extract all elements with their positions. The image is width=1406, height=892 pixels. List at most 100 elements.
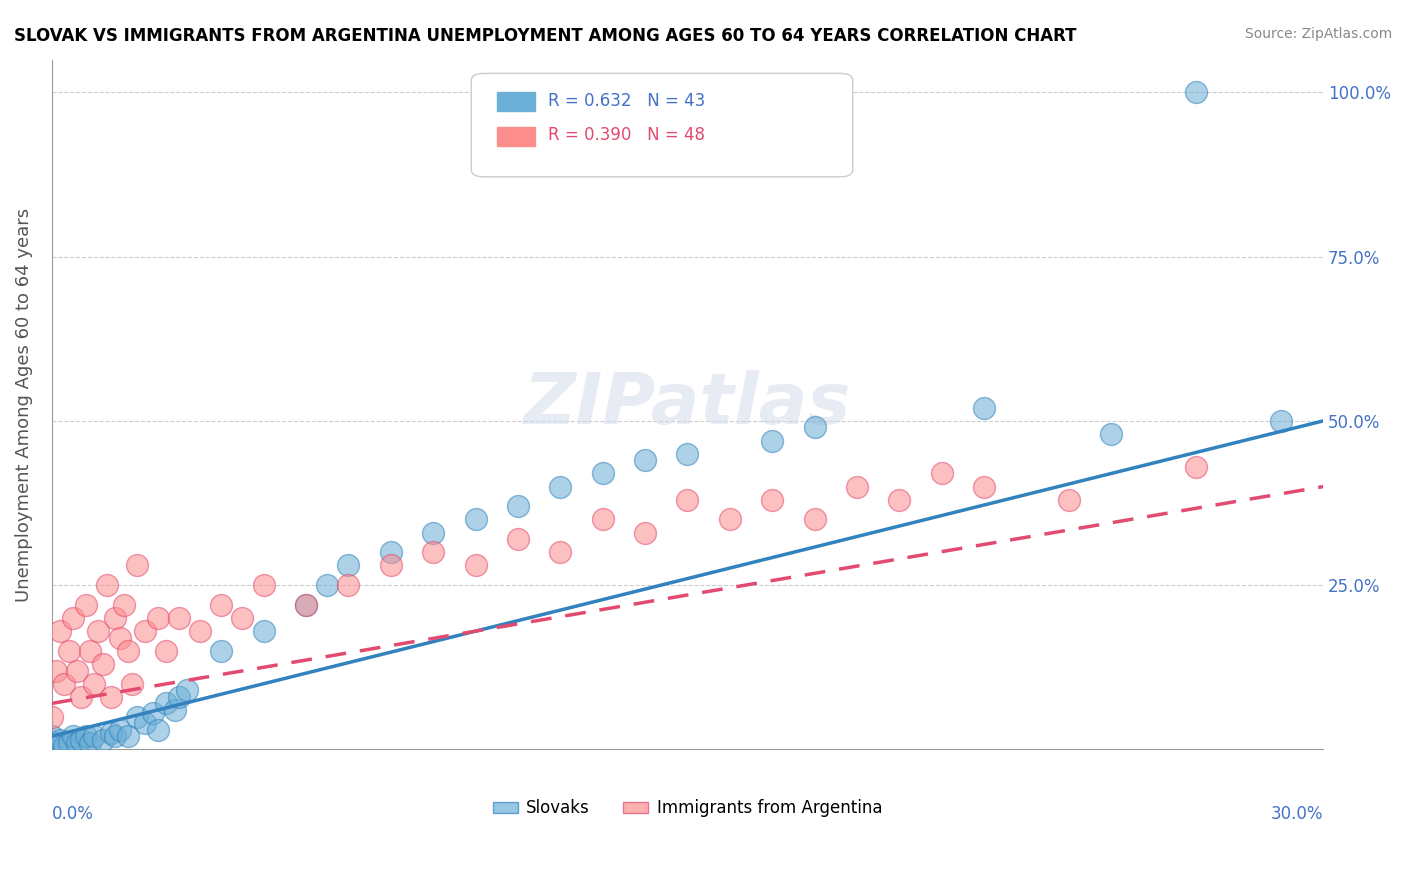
Slovaks [91,732,114,747]
Immigrants from Argentina [155,644,177,658]
Text: R = 0.632   N = 43: R = 0.632 N = 43 [547,92,704,110]
Immigrants from Argentina [889,492,911,507]
Immigrants from Argentina [973,480,995,494]
Slovaks [104,729,127,743]
Immigrants from Argentina [803,512,825,526]
Slovaks [66,736,89,750]
Text: R = 0.390   N = 48: R = 0.390 N = 48 [547,127,704,145]
Slovaks [75,729,97,743]
Immigrants from Argentina [634,525,657,540]
Slovaks [108,723,131,737]
Slovaks [634,453,657,467]
Slovaks [83,729,105,743]
Slovaks [209,644,232,658]
Slovaks [79,736,101,750]
Slovaks [676,447,699,461]
Slovaks [464,512,486,526]
Slovaks [70,732,93,747]
Slovaks [155,697,177,711]
Immigrants from Argentina [91,657,114,671]
Slovaks [380,545,402,559]
Immigrants from Argentina [761,492,783,507]
Immigrants from Argentina [380,558,402,573]
Immigrants from Argentina [253,578,276,592]
Bar [496,127,534,145]
Slovaks [142,706,165,721]
Immigrants from Argentina [1185,459,1208,474]
Immigrants from Argentina [1057,492,1080,507]
Immigrants from Argentina [104,611,127,625]
Immigrants from Argentina [337,578,360,592]
Immigrants from Argentina [134,624,156,639]
Immigrants from Argentina [58,644,80,658]
Slovaks [62,729,84,743]
Slovaks [163,703,186,717]
Slovaks [506,500,529,514]
Immigrants from Argentina [188,624,211,639]
Immigrants from Argentina [117,644,139,658]
Text: 30.0%: 30.0% [1271,805,1323,822]
Slovaks [337,558,360,573]
Immigrants from Argentina [66,664,89,678]
Immigrants from Argentina [49,624,72,639]
Immigrants from Argentina [146,611,169,625]
Slovaks [45,736,67,750]
Immigrants from Argentina [79,644,101,658]
Slovaks [422,525,444,540]
Slovaks [592,467,614,481]
Slovaks [550,480,572,494]
Slovaks [176,683,198,698]
Immigrants from Argentina [70,690,93,704]
Bar [496,92,534,112]
Slovaks [146,723,169,737]
Immigrants from Argentina [592,512,614,526]
Slovaks [53,739,76,753]
Slovaks [134,716,156,731]
Immigrants from Argentina [87,624,110,639]
Immigrants from Argentina [209,598,232,612]
Slovaks [117,729,139,743]
Immigrants from Argentina [100,690,122,704]
Slovaks [1099,427,1122,442]
Slovaks [1270,414,1292,428]
Immigrants from Argentina [108,631,131,645]
Text: Source: ZipAtlas.com: Source: ZipAtlas.com [1244,27,1392,41]
Slovaks [761,434,783,448]
Slovaks [803,420,825,434]
Text: 0.0%: 0.0% [52,805,94,822]
Immigrants from Argentina [931,467,953,481]
Slovaks [49,732,72,747]
Y-axis label: Unemployment Among Ages 60 to 64 years: Unemployment Among Ages 60 to 64 years [15,208,32,601]
Immigrants from Argentina [718,512,741,526]
Immigrants from Argentina [83,676,105,690]
Immigrants from Argentina [846,480,869,494]
Legend: Slovaks, Immigrants from Argentina: Slovaks, Immigrants from Argentina [486,792,889,824]
Immigrants from Argentina [121,676,143,690]
Immigrants from Argentina [125,558,148,573]
Slovaks [167,690,190,704]
Immigrants from Argentina [75,598,97,612]
Immigrants from Argentina [45,664,67,678]
Slovaks [100,726,122,740]
Slovaks [1185,86,1208,100]
Immigrants from Argentina [295,598,318,612]
Immigrants from Argentina [676,492,699,507]
Immigrants from Argentina [422,545,444,559]
Immigrants from Argentina [506,532,529,546]
Immigrants from Argentina [464,558,486,573]
Immigrants from Argentina [112,598,135,612]
Slovaks [125,709,148,723]
Immigrants from Argentina [62,611,84,625]
Immigrants from Argentina [550,545,572,559]
Slovaks [316,578,339,592]
Text: ZIPatlas: ZIPatlas [524,370,851,439]
Slovaks [58,736,80,750]
Immigrants from Argentina [41,709,63,723]
Slovaks [295,598,318,612]
FancyBboxPatch shape [471,73,852,177]
Slovaks [253,624,276,639]
Immigrants from Argentina [96,578,118,592]
Slovaks [973,401,995,415]
Immigrants from Argentina [231,611,253,625]
Slovaks [41,729,63,743]
